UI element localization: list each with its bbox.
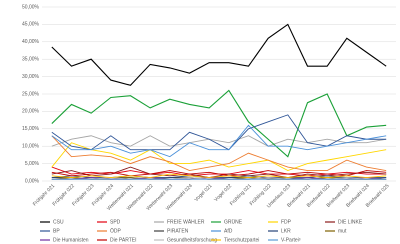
series-line [51,173,387,178]
legend-label: LKR [281,228,291,234]
series-line [51,124,387,158]
y-tick-label: 25,00% [22,91,40,97]
y-tick-label: 0,00% [25,178,40,184]
legend-label: SPD [110,219,121,225]
legend-label: Gesundheitsforschung [167,237,217,243]
series-line [51,135,387,172]
y-tick-label: 50,00% [22,4,40,10]
legend-label: GRÜNE [224,218,243,225]
y-tick-label: 20,00% [22,109,40,115]
legend-label: Die PARTEI [110,237,137,243]
legend-label: ÖDP [110,227,122,234]
y-tick-label: 35,00% [22,57,40,63]
legend-label: Die Humanisten [53,237,89,243]
legend-label: V-Partei³ [281,237,301,243]
legend-label: FDP [281,219,292,225]
y-tick-label: 10,00% [22,144,40,150]
series-line [51,142,387,172]
series-line [51,23,387,86]
x-tick-label: Vogel 021 [194,183,214,203]
legend-label: FREIE WÄHLER [167,218,205,225]
y-tick-label: 15,00% [22,126,40,132]
y-tick-label: 5,00% [25,161,40,167]
legend-label: PIRATEN [167,228,189,234]
legend-label: mut [338,228,347,234]
legend-label: AfD [224,228,233,234]
y-tick-label: 40,00% [22,39,40,45]
series-line [51,170,387,177]
legend-label: BP [53,228,60,234]
series-line [51,166,387,178]
legend-label: CSU [53,219,64,225]
y-tick-label: 45,00% [22,22,40,28]
legend-label: Tierschutzpartei [224,237,259,243]
series-line [51,135,387,147]
y-tick-label: 30,00% [22,74,40,80]
legend-label: DIE LINKE [338,219,363,225]
series-line [51,114,387,151]
series-line [51,89,387,158]
